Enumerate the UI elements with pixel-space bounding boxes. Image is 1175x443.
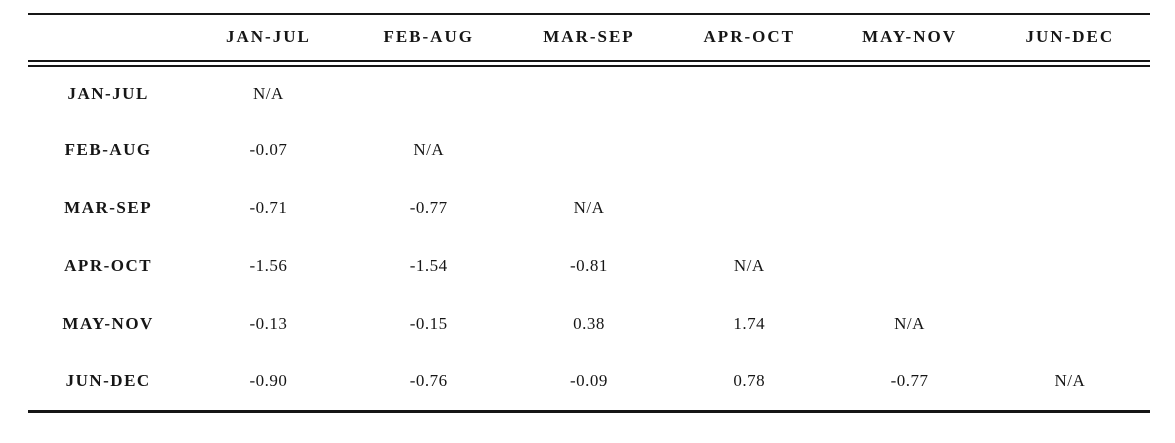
table-cell: N/A	[413, 140, 445, 159]
table-cell	[990, 237, 1150, 295]
table-cell	[829, 63, 989, 121]
table-cell	[669, 63, 829, 121]
table-cell: -0.07	[249, 140, 288, 159]
table-cell: 1.74	[733, 314, 766, 333]
table-row-feb-aug: FEB-AUG -0.07 N/A	[28, 121, 1150, 179]
table-cell	[509, 121, 669, 179]
table-cell: N/A	[253, 83, 284, 103]
table-cell: -0.77	[409, 198, 448, 217]
column-header-jan-jul: JAN-JUL	[188, 14, 349, 67]
column-header-apr-oct: APR-OCT	[669, 14, 830, 67]
header-row: JAN-JUL FEB-AUG MAR-SEP APR-OCT MAY-NOV …	[28, 14, 1150, 67]
table-cell	[349, 63, 509, 121]
table-cell	[829, 179, 989, 237]
table-cell	[669, 121, 829, 179]
table-cell: -0.90	[249, 371, 288, 391]
table-cell	[990, 179, 1150, 237]
table-cell	[509, 63, 669, 121]
table-cell: 0.38	[573, 314, 605, 333]
table-row-jun-dec: JUN-DEC -0.90 -0.76 -0.09 0.78 -0.77 N/A	[28, 353, 1150, 411]
row-header: FEB-AUG	[64, 140, 152, 159]
table-cell: -1.56	[249, 256, 288, 275]
table-cell: N/A	[894, 314, 925, 333]
column-header-jun-dec: JUN-DEC	[989, 14, 1150, 67]
table-row-jan-jul: JAN-JUL N/A	[28, 63, 1150, 121]
table-cell	[990, 295, 1150, 353]
corner-cell	[28, 14, 189, 67]
table-cell	[829, 237, 989, 295]
table-cell: -0.13	[249, 314, 288, 333]
table-cell: N/A	[573, 198, 605, 217]
column-header-mar-sep: MAR-SEP	[508, 14, 670, 67]
row-header: JAN-JUL	[67, 83, 149, 103]
row-header: JUN-DEC	[65, 371, 151, 391]
table-cell: -0.71	[249, 198, 288, 217]
row-header: APR-OCT	[64, 256, 153, 275]
column-header-feb-aug: FEB-AUG	[348, 14, 509, 67]
table-cell	[829, 121, 989, 179]
table-cell: -0.77	[890, 371, 929, 391]
table-cell: N/A	[733, 256, 765, 275]
table-cell: N/A	[1054, 371, 1086, 391]
table-cell	[669, 179, 829, 237]
table-row-mar-sep: MAR-SEP -0.71 -0.77 N/A	[28, 179, 1150, 237]
correlation-matrix-table: JAN-JUL FEB-AUG MAR-SEP APR-OCT MAY-NOV …	[28, 13, 1150, 413]
table-cell	[990, 121, 1150, 179]
row-header: MAR-SEP	[64, 198, 153, 217]
table-cell: -0.15	[409, 314, 448, 333]
row-header: MAY-NOV	[62, 314, 154, 333]
table-row-may-nov: MAY-NOV -0.13 -0.15 0.38 1.74 N/A	[28, 295, 1150, 353]
table-cell: -0.81	[570, 256, 608, 275]
column-header-may-nov: MAY-NOV	[829, 14, 990, 67]
table-cell: -0.76	[409, 371, 448, 391]
table-cell	[990, 63, 1150, 121]
table-row-apr-oct: APR-OCT -1.56 -1.54 -0.81 N/A	[28, 237, 1150, 295]
table-cell: -0.09	[570, 371, 608, 391]
table-cell: 0.78	[733, 371, 766, 391]
table-cell: -1.54	[409, 256, 448, 275]
